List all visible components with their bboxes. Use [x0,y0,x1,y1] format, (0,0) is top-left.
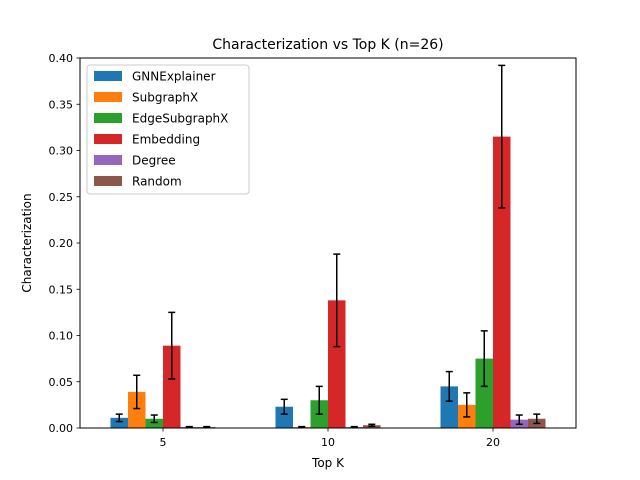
error-bar [185,425,193,429]
y-tick-label: 0.40 [49,52,74,65]
error-bar [133,374,141,410]
legend-label: GNNExplainer [132,70,216,84]
error-bar [515,414,523,426]
x-axis: 5 10 20 [160,428,500,449]
y-tick-label: 0.20 [49,237,74,250]
error-bars-layer [115,64,541,429]
y-axis: 0.00 0.05 0.10 0.15 0.20 0.25 0.30 0.35 0.40 [49,52,80,435]
bar [440,386,458,428]
bar [163,345,181,428]
legend-label: Degree [132,154,176,168]
legend-swatch [94,155,122,165]
bar [145,418,163,428]
error-bar [333,253,341,348]
bar [275,406,293,428]
legend-frame [86,64,250,195]
y-tick-label: 0.30 [49,145,74,158]
error-bar [445,370,453,402]
plot-frame [79,57,577,429]
y-tick-label: 0.00 [49,422,74,435]
error-bar [168,311,176,380]
bar [110,417,128,428]
y-tick-label: 0.35 [49,98,74,111]
legend-label: SubgraphX [132,91,198,105]
bar [493,136,511,428]
error-bar [350,425,358,429]
error-bar [203,425,211,429]
x-tick-label: 20 [486,436,500,449]
error-bar [368,423,376,427]
y-tick-label: 0.25 [49,191,74,204]
error-bar [150,414,158,424]
legend-swatch [94,176,122,186]
error-bar [115,413,123,423]
error-bar [315,385,323,415]
x-tick-label: 10 [321,436,335,449]
error-bar [298,425,306,429]
legend-label: Random [132,175,182,189]
legend-swatch [94,134,122,144]
legend-label: Embedding [132,133,200,147]
x-axis-label: Top K [311,456,345,470]
legend-label: EdgeSubgraphX [132,112,228,126]
y-tick-label: 0.10 [49,330,74,343]
legend-swatch [94,92,122,102]
bars-layer [110,136,546,428]
error-bar [463,392,471,418]
error-bar [498,64,506,209]
error-bar [480,330,488,388]
bar [128,391,146,428]
error-bar [533,413,541,425]
legend: GNNExplainer SubgraphX EdgeSubgraphX Embedd… [86,64,250,195]
bar [328,300,346,428]
y-axis-label: Characterization [20,193,34,292]
y-tick-label: 0.05 [49,376,74,389]
legend-swatch [94,71,122,81]
legend-items: GNNExplainer SubgraphX EdgeSubgraphX Embedd… [94,70,228,189]
legend-swatch [94,113,122,123]
y-tick-label: 0.15 [49,283,74,296]
chart-title: Characterization vs Top K (n=26) [212,37,443,53]
bar [475,358,493,428]
x-tick-label: 5 [160,436,167,449]
error-bar [280,398,288,415]
